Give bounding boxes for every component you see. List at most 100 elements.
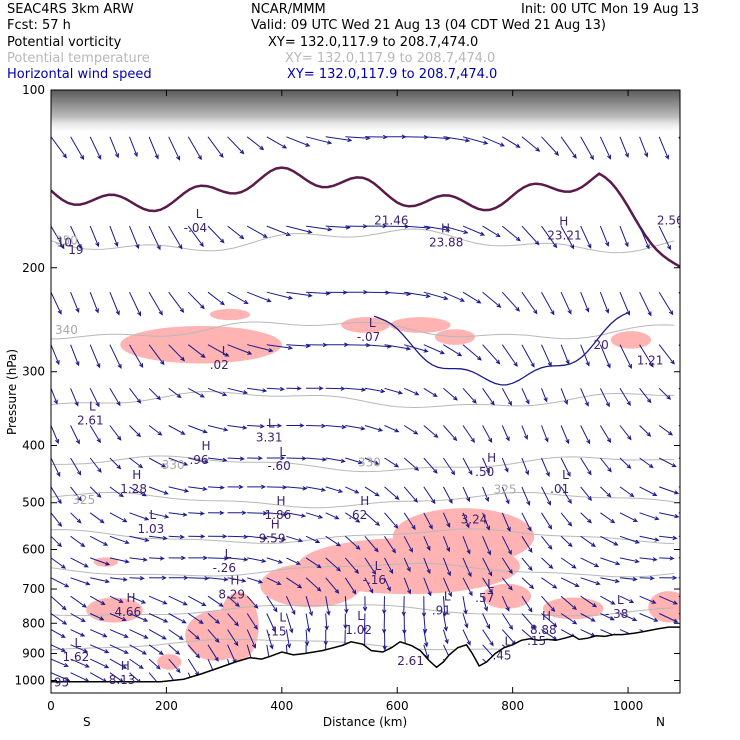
wind-arrow <box>658 613 679 623</box>
wind-arrow <box>364 486 380 497</box>
pv-extremum-mark: L <box>617 593 624 607</box>
wind-arrow <box>148 486 169 495</box>
wind-arrow <box>344 596 349 614</box>
wind-arrow <box>580 136 594 161</box>
wind-arrow <box>109 512 128 523</box>
wind-arrow <box>325 386 346 391</box>
wind-arrow <box>168 425 186 435</box>
wind-arrow <box>148 291 163 316</box>
wind-arrow <box>90 577 111 584</box>
wind-arrow <box>51 136 68 159</box>
x-axis-label: Distance (km) <box>323 715 407 729</box>
wind-arrow <box>188 595 207 607</box>
wind-arrow <box>384 134 407 139</box>
wind-arrow <box>70 292 80 313</box>
wind-arrow <box>247 557 267 563</box>
wind-arrow <box>423 629 429 648</box>
pv-extremum-value: 1.62 <box>63 650 90 664</box>
wind-arrow <box>619 613 638 622</box>
wind-arrow <box>227 629 239 647</box>
wind-arrow <box>541 225 558 249</box>
wind-arrow <box>462 344 482 361</box>
wind-arrow <box>619 457 632 469</box>
wind-arrow <box>482 425 493 443</box>
wind-arrow <box>580 225 592 249</box>
wind-arrow <box>266 629 274 650</box>
theta-isentrope <box>51 491 675 509</box>
wind-arrow <box>247 484 267 490</box>
wind-arrow <box>678 577 680 579</box>
wind-arrow <box>658 425 674 436</box>
wind-arrow <box>70 457 82 476</box>
wind-arrow <box>560 457 571 477</box>
wind-arrow <box>345 425 366 431</box>
wind-arrow <box>148 644 164 655</box>
wind-arrow <box>403 557 411 573</box>
header-init: Init: 00 UTC Mon 19 Aug 13 <box>521 2 700 17</box>
pv-extremum-value: .15 <box>527 634 546 648</box>
wind-arrow <box>658 136 670 160</box>
wind-arrow <box>619 344 632 370</box>
wind-arrow <box>266 291 294 300</box>
wind-arrow <box>600 577 621 584</box>
pv-extremum-mark: H <box>271 517 280 531</box>
x-tick-label: 600 <box>386 699 409 713</box>
wind-arrow <box>521 388 530 405</box>
pv-extremum-value: 8.88 <box>530 623 557 637</box>
pv-extremum-value: 21.46 <box>374 213 408 227</box>
wind-arrow <box>306 386 324 391</box>
wind-arrow <box>325 557 342 572</box>
wind-arrow <box>384 486 400 500</box>
wind-arrow <box>443 425 458 442</box>
wind-arrow <box>247 424 265 429</box>
pv-shading <box>157 654 182 670</box>
wind-arrow <box>619 557 640 564</box>
wind-arrow <box>148 629 167 640</box>
wind-arrow <box>362 596 368 612</box>
wind-arrow <box>188 457 209 464</box>
wind-arrow <box>286 486 308 491</box>
wind-arrow <box>89 658 110 669</box>
wind-arrow <box>168 644 181 655</box>
wind-arrow <box>639 344 654 368</box>
wind-arrow <box>129 457 144 469</box>
wind-arrow <box>109 425 122 441</box>
y-tick-label: 400 <box>22 439 45 453</box>
wind-arrow <box>227 425 248 430</box>
wind-arrow <box>521 291 538 315</box>
wind-arrow <box>325 512 340 520</box>
wind-arrow <box>168 344 186 362</box>
wind-arrow <box>639 613 659 622</box>
pv-extremum-mark: L <box>89 399 96 413</box>
pv-shading <box>434 329 476 345</box>
wind-arrow <box>168 136 181 161</box>
pv-extremum-mark: L <box>268 417 275 431</box>
wind-arrow <box>306 457 328 462</box>
wind-arrow <box>285 595 296 616</box>
wind-arrow <box>560 595 577 611</box>
wind-arrow <box>345 290 369 295</box>
wind-arrow <box>325 424 347 430</box>
theta-isentrope <box>51 528 675 545</box>
wind-arrow <box>246 629 256 649</box>
pv-extremum-value: .62 <box>348 508 367 522</box>
wind-arrow <box>560 344 570 365</box>
wind-arrow <box>443 136 471 143</box>
wind-arrow <box>560 512 573 527</box>
wind-arrow <box>148 457 167 468</box>
wind-arrow <box>266 512 288 517</box>
theta-isentrope <box>51 604 675 617</box>
theta-isentrope <box>51 390 675 409</box>
wind-arrow <box>501 557 513 575</box>
wind-arrow <box>639 136 649 158</box>
wind-arrow <box>482 557 493 577</box>
pv-extremum-value: 3.24 <box>461 513 488 527</box>
wind-arrow <box>462 387 477 404</box>
wind-arrow <box>423 225 451 232</box>
wind-arrow <box>541 388 548 403</box>
pv-extremum-mark: H <box>277 494 286 508</box>
wind-arrow <box>384 425 400 433</box>
wind-arrow <box>266 577 282 585</box>
wind-arrow <box>659 486 680 495</box>
wind-arrow <box>442 596 447 617</box>
